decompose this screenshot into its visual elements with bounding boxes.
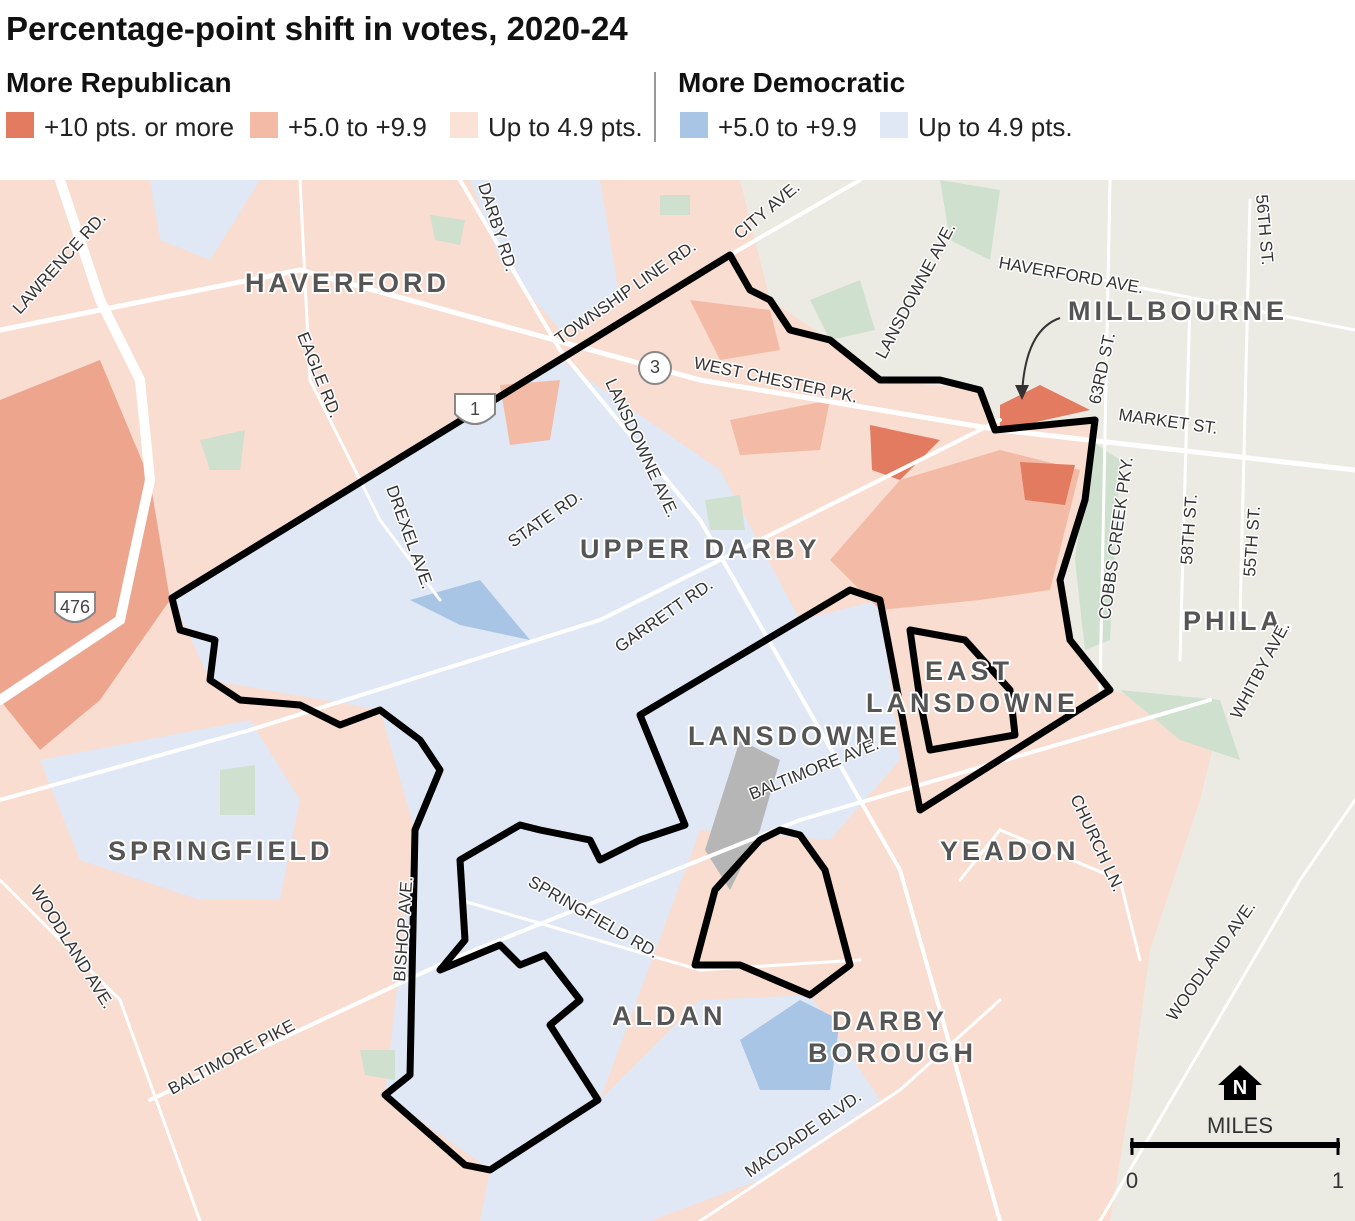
callout-line: [1021, 317, 1061, 396]
route-shield: [454, 393, 496, 425]
north-arrow: [1218, 1065, 1262, 1100]
place-label: EAST: [925, 656, 1013, 686]
callout-arrow: [1015, 385, 1029, 400]
place-label: BOROUGH: [808, 1038, 977, 1068]
legend-label: Up to 4.9 pts.: [488, 112, 643, 142]
scale-label: MILES: [1207, 1113, 1273, 1138]
precinct: [40, 720, 300, 900]
legend-swatch: [450, 112, 478, 138]
legend-heading: More Democratic: [678, 67, 905, 98]
place-label: PHILA.: [1183, 606, 1296, 636]
place-label: ALDAN: [612, 1001, 727, 1031]
precinct: [470, 180, 620, 330]
title: Percentage-point shift in votes, 2020-24: [6, 10, 628, 47]
route-number: 1: [470, 399, 480, 419]
place-label: LANSDOWNE: [866, 688, 1079, 718]
legend-label: +5.0 to +9.9: [288, 112, 427, 142]
legend-label: Up to 4.9 pts.: [918, 112, 1073, 142]
legend-swatch: [680, 112, 708, 138]
scale: N MILES 0 1: [1126, 1077, 1344, 1193]
boundary: [906, 626, 1019, 754]
precinct: [410, 580, 530, 640]
map: HAVERFORD MILLBOURNE UPPER DARBY PHILA. EAST…: [0, 180, 1355, 1221]
route-number: 476: [60, 597, 90, 617]
scale-bar: [1130, 1142, 1340, 1148]
precinct: [740, 1000, 840, 1090]
legend-swatch: [880, 112, 908, 138]
philadelphia-area: [740, 180, 1355, 1221]
place-label: LANSDOWNE: [688, 721, 901, 751]
place-label: HAVERFORD: [245, 268, 450, 298]
route-shield: [54, 591, 96, 623]
precinct: [150, 180, 260, 260]
legend-swatch: [250, 112, 278, 138]
legend-label: +5.0 to +9.9: [718, 112, 857, 142]
place-label: SPRINGFIELD: [108, 836, 334, 866]
boundary: [168, 251, 1114, 1174]
precinct: [500, 300, 1080, 610]
north-label: N: [1233, 1077, 1247, 1099]
route-number: 3: [650, 357, 660, 377]
road-label: 58TH ST.: [1177, 493, 1201, 565]
legend-swatch: [6, 112, 34, 138]
precinct: [870, 385, 1090, 505]
legend-heading: More Republican: [6, 67, 232, 98]
scale-tick-label: 1: [1332, 1168, 1344, 1193]
place-label: DARBY: [832, 1006, 948, 1036]
legend: +10 pts. or more +5.0 to +9.9 Up to 4.9 pt…: [6, 112, 1073, 142]
place-label: MILLBOURNE: [1068, 296, 1288, 326]
boundary: [691, 826, 854, 999]
legend-label: +10 pts. or more: [44, 112, 234, 142]
place-label: YEADON: [940, 836, 1080, 866]
roads: [0, 180, 1355, 1221]
precinct: [0, 360, 170, 750]
scale-tick-label: 0: [1126, 1168, 1138, 1193]
route-shield: [638, 351, 672, 385]
place-label: UPPER DARBY: [580, 534, 821, 564]
